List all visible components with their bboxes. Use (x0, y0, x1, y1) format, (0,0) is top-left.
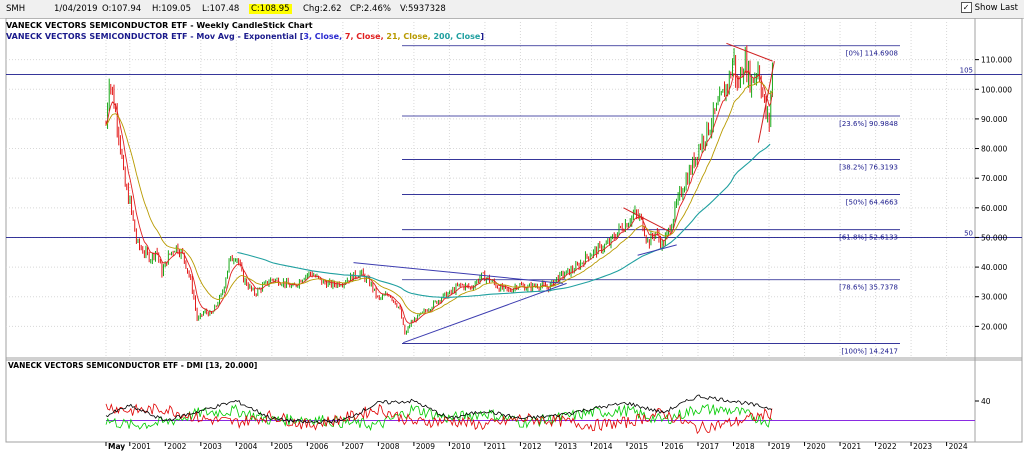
ema-21-line (105, 81, 773, 315)
x-tick-label: 2004 (238, 442, 257, 451)
y-tick-label: 50.000 (981, 233, 1007, 242)
y-tick-label: 30.000 (981, 293, 1007, 302)
level-label: 50 (964, 229, 973, 237)
date-axis: May 2001 2002 2003 2004 2005 2006 2007 2008 2009 2… (105, 442, 968, 451)
change-readout: Chg:2.62 (303, 4, 342, 14)
x-tick-label: 2010 (451, 442, 470, 451)
ema-200-line (237, 143, 771, 298)
checkbox-icon[interactable]: ✓ (960, 2, 972, 13)
price-axis: 20.000 30.000 40.000 50.000 60.000 70.000 80.0… (975, 56, 1012, 331)
adx-line (105, 394, 773, 425)
indicator-item-1: 7, Close, (345, 32, 387, 41)
y-tick-label: 70.000 (981, 174, 1007, 183)
change-pct-readout: CP:2.46% (350, 4, 391, 14)
trendlines (353, 42, 775, 344)
close-readout: C:108.95 (249, 4, 292, 14)
chart-title: VANECK VECTORS SEMICONDUCTOR ETF - Weekl… (6, 21, 313, 30)
x-tick-label: 2009 (416, 442, 435, 451)
x-tick-label: 2015 (629, 442, 648, 451)
open-readout: O:107.94 (102, 4, 142, 14)
trendline-wedge2-lower (757, 61, 775, 143)
x-tick-label: 2007 (345, 442, 364, 451)
y-tick-label: 80.000 (981, 145, 1007, 154)
chart-frame (5, 18, 1023, 443)
trendline-wedge2-upper (726, 42, 773, 62)
x-tick-label: May (108, 442, 125, 451)
chart-toolbar: SMH 1/04/2019 O:107.94 H:109.05 L:107.48… (0, 0, 1024, 19)
y-tick-label: 90.000 (981, 115, 1007, 124)
indicator-item-3: 200, Close (433, 32, 480, 41)
x-tick-label: 2001 (132, 442, 151, 451)
y-tick-label: 100.000 (981, 85, 1012, 94)
minus-di-line (105, 403, 773, 435)
x-tick-label: 2013 (558, 442, 577, 451)
show-last-toggle[interactable]: ✓ Show Last (960, 2, 1018, 13)
x-tick-label: 2012 (522, 442, 541, 451)
x-tick-label: 2011 (487, 442, 506, 451)
symbol-readout: SMH (6, 4, 26, 14)
y-tick-label: 110.000 (981, 56, 1012, 65)
x-tick-label: 2002 (167, 442, 186, 451)
dmi-panel-border (5, 357, 1023, 443)
fib-label: [0%] 114.6908 (846, 50, 898, 58)
dmi-panel: VANECK VECTORS SEMICONDUCTOR ETF - DMI [… (8, 361, 991, 435)
y-tick-label: 20.000 (981, 322, 1007, 331)
volume-readout: V:5937328 (400, 4, 446, 14)
y-tick-label: 40.000 (981, 263, 1007, 272)
x-tick-label: 2023 (913, 442, 932, 451)
x-tick-label: 2014 (593, 442, 612, 451)
x-tick-label: 2018 (736, 442, 755, 451)
ema-7-line (105, 69, 773, 324)
date-readout: 1/04/2019 (54, 4, 98, 14)
fib-label: [78.6%] 35.7378 (839, 284, 898, 292)
fib-label: [38.2%] 76.3193 (839, 163, 898, 171)
main-panel-border (5, 18, 1023, 361)
fib-label: [100%] 14.2417 (841, 347, 898, 355)
trendline-wedge-upper (353, 262, 564, 284)
y-tick-label: 60.000 (981, 204, 1007, 213)
dmi-title: VANECK VECTORS SEMICONDUCTOR ETF - DMI [… (8, 361, 257, 370)
ema-series (105, 69, 773, 324)
indicator-label-suffix: ] (480, 32, 484, 41)
chart-legend: VANECK VECTORS SEMICONDUCTOR ETF - Weekl… (6, 21, 484, 41)
x-tick-label: 2021 (842, 442, 861, 451)
indicator-item-0: 3, Close, (303, 32, 345, 41)
chart-canvas: [0%] 114.6908 [23.6%] 90.9848 [38.2%] 76.3… (5, 18, 1023, 451)
x-tick-label: 2017 (700, 442, 719, 451)
x-tick-label: 2006 (309, 442, 328, 451)
x-tick-label: 2005 (274, 442, 293, 451)
fib-label: [50%] 64.4663 (846, 199, 898, 207)
x-tick-label: 2008 (380, 442, 399, 451)
fibonacci-levels: [0%] 114.6908 [23.6%] 90.9848 [38.2%] 76.3… (402, 45, 900, 355)
indicator-label: VANECK VECTORS SEMICONDUCTOR ETF - Mov A… (6, 32, 484, 41)
candlestick-series (105, 45, 773, 335)
indicator-item-2: 21, Close, (386, 32, 433, 41)
x-tick-label: 2019 (771, 442, 790, 451)
x-tick-label: 2003 (203, 442, 222, 451)
low-readout: L:107.48 (202, 4, 240, 14)
level-label: 105 (960, 66, 973, 74)
x-tick-label: 2022 (878, 442, 897, 451)
x-tick-label: 2024 (949, 442, 968, 451)
fib-label: [23.6%] 90.9848 (839, 120, 898, 128)
high-readout: H:109.05 (152, 4, 191, 14)
dmi-y-tick-label: 40 (981, 397, 991, 406)
trendline-flag-lower (637, 244, 677, 256)
plus-di-line (105, 403, 773, 432)
indicator-label-prefix: VANECK VECTORS SEMICONDUCTOR ETF - Mov A… (6, 32, 304, 41)
trendline-flag-upper (623, 207, 670, 232)
trendline-wedge-lower (403, 282, 567, 344)
x-tick-label: 2016 (664, 442, 683, 451)
main-grid (6, 22, 975, 360)
show-last-label: Show Last (974, 2, 1018, 13)
x-tick-label: 2020 (807, 442, 826, 451)
horizontal-levels: 105 50 (6, 66, 1022, 238)
